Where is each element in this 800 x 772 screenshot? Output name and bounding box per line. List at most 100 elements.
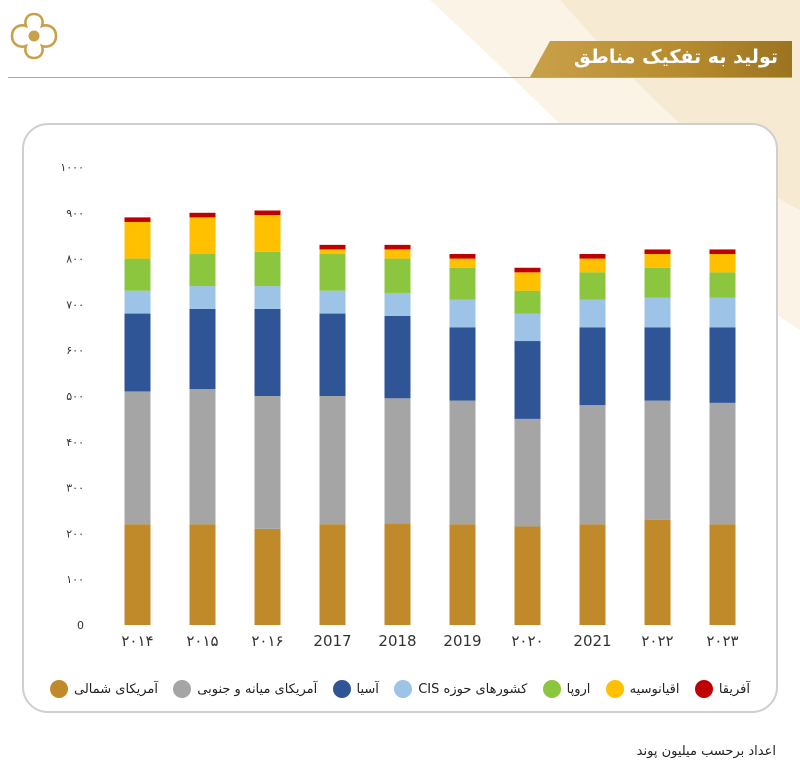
bar-segment [579, 272, 606, 300]
bar-segment [189, 254, 216, 287]
bar-segment [579, 405, 606, 525]
bar-segment [579, 258, 606, 273]
bar-segment [254, 215, 281, 252]
y-tick-label: ۳۰۰ [66, 482, 84, 495]
bar-segment [189, 217, 216, 255]
bar-segment [514, 418, 541, 527]
bar-segment [579, 254, 606, 259]
y-tick-label: 0 [77, 619, 84, 632]
y-tick-label: ۱۰۰ [66, 573, 84, 586]
legend-label: آسیا [356, 681, 379, 697]
bar-segment [189, 308, 216, 390]
bar-segment [254, 308, 281, 396]
bar-segment [514, 290, 541, 314]
bar-segment [514, 313, 541, 342]
legend-label: آفریقا [718, 681, 750, 697]
bar-segment [709, 402, 736, 525]
bar-segment [319, 313, 346, 396]
bar-segment [579, 524, 606, 625]
bar-segment [709, 254, 736, 273]
x-tick-label: ۲۰۲۰ [511, 632, 543, 650]
legend-label: آمریکای شمالی [74, 681, 158, 697]
bar-segment [449, 400, 476, 525]
legend-item: آسیا [332, 680, 379, 698]
legend-label: آمریکای میانه و جنوبی [197, 681, 318, 697]
y-tick-label: ۸۰۰ [66, 253, 84, 266]
bar-segment [644, 267, 671, 298]
bar-segment [514, 272, 541, 291]
y-tick-label: ۷۰۰ [66, 298, 84, 311]
legend-swatch [394, 680, 413, 698]
bar-segment [189, 286, 216, 309]
bar-segment [449, 327, 476, 401]
bar-segment [384, 523, 411, 625]
y-tick-label: ۵۰۰ [66, 390, 84, 403]
legend-swatch [173, 680, 192, 698]
units-note: اعداد برحسب میلیون پوند [636, 744, 776, 759]
bar-segment [254, 251, 281, 287]
bar-segment [124, 221, 151, 259]
legend-swatch [50, 680, 68, 698]
bar-segment [514, 526, 541, 625]
x-tick-label: ۲۰۱۵ [186, 632, 218, 650]
x-tick-label: ۲۰۱۴ [121, 632, 153, 650]
legend-item: آفریقا [694, 680, 750, 698]
bar-segment [384, 258, 411, 293]
bar-segment [189, 212, 216, 218]
bar-segment [124, 313, 151, 392]
y-tick-label: ۶۰۰ [66, 344, 84, 357]
bar-segment [124, 217, 151, 222]
bar-segment [644, 327, 671, 401]
bar-segment [384, 249, 411, 259]
legend-item: کشورهای حوزه CIS [394, 680, 527, 698]
bar-segment [124, 258, 151, 291]
y-tick-label: ۴۰۰ [66, 436, 84, 449]
legend-label: کشورهای حوزه CIS [418, 681, 528, 697]
legend-item: اقیانوسیه [605, 680, 680, 698]
legend-item: آمریکای شمالی [50, 680, 158, 698]
bar-segment [644, 254, 671, 268]
y-tick-label: ۲۰۰ [66, 527, 84, 540]
legend-item: اروپا [542, 680, 591, 698]
chart-legend: آفریقا اقیانوسیه اروپا کشورهای حوزه CIS آسیا… [50, 676, 750, 702]
bar-segment [319, 290, 346, 314]
bar-segment [709, 249, 736, 255]
legend-swatch [605, 680, 624, 698]
bar-segment [449, 524, 476, 625]
x-tick-label: ۲۰۲۲ [641, 632, 673, 650]
bar-segment [449, 267, 476, 300]
bar-segment [449, 258, 476, 268]
bar-segment [384, 398, 411, 524]
bar-segment [709, 327, 736, 403]
bar-segment [254, 396, 281, 529]
bar-segment [579, 327, 606, 406]
y-tick-label: ۹۰۰ [66, 207, 84, 220]
legend-label: اروپا [566, 681, 591, 697]
bar-segment [124, 524, 151, 625]
bar-segment [709, 272, 736, 298]
bar-segment [254, 528, 281, 625]
bar-segment [254, 210, 281, 216]
x-tick-label: ۲۰۱۶ [251, 632, 283, 650]
y-tick-label: ۱۰۰۰ [60, 161, 84, 174]
x-tick-label: 2017 [313, 632, 351, 650]
bar-segment [449, 299, 476, 328]
legend-item: آمریکای میانه و جنوبی [173, 680, 317, 698]
bar-segment [319, 249, 346, 255]
bar-segment [319, 524, 346, 625]
ornamental-flower-logo-icon [10, 12, 58, 60]
bar-segment [384, 292, 411, 316]
x-tick-label: 2021 [573, 632, 611, 650]
bar-segment [644, 297, 671, 328]
bar-segment [384, 315, 411, 399]
bar-segment [709, 297, 736, 328]
legend-label: اقیانوسیه [629, 681, 680, 697]
bar-segment [514, 267, 541, 273]
x-tick-label: 2018 [378, 632, 416, 650]
bar-segment [384, 244, 411, 250]
bar-segment [319, 254, 346, 291]
bar-segment [319, 244, 346, 250]
bar-segment [449, 254, 476, 259]
legend-swatch [694, 680, 713, 698]
